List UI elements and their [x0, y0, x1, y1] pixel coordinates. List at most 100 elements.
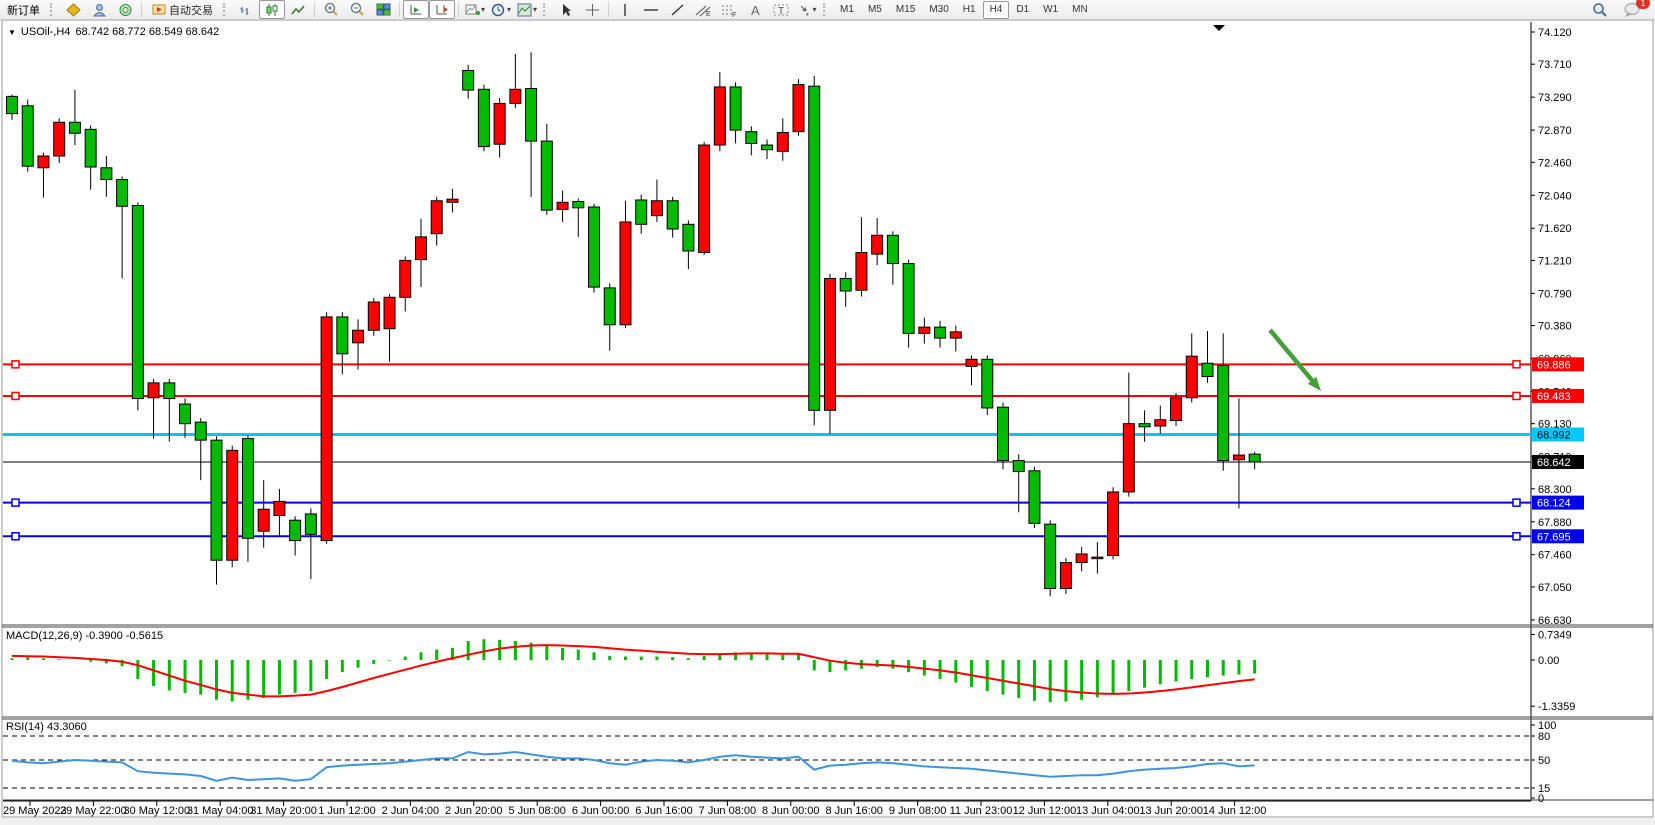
chart-shift-button[interactable] [429, 0, 455, 19]
signal-globe-icon [118, 3, 133, 17]
timeframe-m5-button[interactable]: M5 [867, 4, 882, 15]
cursor-arrow-icon [560, 3, 573, 17]
tile-windows-button[interactable] [370, 0, 396, 19]
trader-profile-button[interactable] [86, 0, 112, 19]
indicators-button[interactable]: ▾ [462, 0, 488, 19]
hline-handle[interactable] [1512, 360, 1521, 369]
fibonacci-button[interactable]: F [716, 0, 742, 19]
symbol-period-label: USOil-,H4 [20, 26, 71, 38]
vertical-line-button[interactable] [612, 0, 638, 19]
candlestick [320, 316, 333, 542]
candlestick [430, 200, 443, 235]
toolbar-grip [823, 3, 829, 16]
candlestick [1170, 397, 1183, 422]
zoom-in-button[interactable] [318, 0, 344, 19]
templates-button[interactable]: ▾ [514, 0, 540, 19]
notifications-button[interactable]: 1 [1619, 0, 1650, 19]
timeframe-d1-button[interactable]: D1 [1016, 4, 1030, 15]
hline-price-label: 68.992 [1537, 429, 1571, 441]
rsi-line [11, 750, 1255, 782]
time-tick-label: 31 May 20:00 [250, 805, 317, 817]
timeframe-m15-button[interactable]: M15 [895, 4, 916, 15]
timeframe-h4-button[interactable]: H4 [982, 0, 1010, 19]
dropdown-arrow-icon: ▾ [812, 5, 817, 14]
line-chart-button[interactable] [285, 0, 311, 19]
bottom-strip [0, 818, 1655, 825]
candlestick [525, 88, 538, 142]
timeframe-mn-button[interactable]: MN [1072, 4, 1088, 15]
toolbar-grip [50, 3, 56, 16]
price-tick-label: 66.630 [1538, 615, 1572, 627]
search-button[interactable] [1587, 0, 1613, 19]
candlestick [682, 223, 695, 252]
timeframe-h1-button[interactable]: H1 [962, 4, 976, 15]
cursor-button[interactable] [553, 0, 579, 19]
add-indicator-icon [465, 3, 480, 17]
clock-icon [491, 3, 506, 17]
chart-canvas[interactable]: 74.120 73.710 73.290 72.870 72.460 72.040 71.6… [0, 20, 1655, 818]
candlestick [289, 519, 302, 542]
price-tick-label: 67.050 [1538, 582, 1572, 594]
text-button[interactable]: A [742, 0, 768, 19]
hline-price-label: 69.483 [1537, 391, 1571, 403]
signals-button[interactable] [112, 0, 138, 19]
hline-handle[interactable] [11, 391, 20, 401]
hline-handle[interactable] [1512, 498, 1521, 507]
time-tick-label: 8 Jun 16:00 [825, 805, 883, 817]
auto-scroll-button[interactable] [403, 0, 429, 19]
candlestick [540, 140, 553, 211]
macd-tick-label: 0.00 [1538, 655, 1559, 667]
auto-trading-button[interactable]: 自动交易 [145, 0, 220, 19]
hline-price-label-bg [1532, 388, 1584, 403]
timeframe-m30-button[interactable]: M30 [929, 4, 949, 15]
periods-button[interactable]: ▾ [488, 0, 514, 19]
candlestick-chart-button[interactable] [259, 0, 285, 19]
price-tick-label: 72.460 [1538, 157, 1572, 169]
rsi-tick-label: 50 [1538, 755, 1550, 767]
hline-handle[interactable] [11, 360, 20, 369]
candlestick [839, 277, 852, 292]
timeframe-m1-button[interactable]: M1 [840, 4, 854, 15]
new-order-button[interactable]: 新订单 [0, 1, 47, 18]
zoom-out-button[interactable] [344, 0, 370, 19]
chart-window: 74.120 73.710 73.290 72.870 72.460 72.040 71.6… [0, 20, 1655, 818]
hline-handle[interactable] [1512, 532, 1521, 541]
candlestick [823, 277, 836, 411]
hline-price-label: 67.695 [1537, 531, 1571, 543]
candlestick [304, 513, 317, 535]
equidistant-channel-button[interactable]: E [690, 0, 716, 19]
candlestick [871, 234, 884, 255]
main-plot-area[interactable] [3, 22, 1531, 625]
candlestick [1012, 460, 1025, 473]
candlestick [163, 382, 176, 400]
chart-title[interactable]: ▼ USOil-,H4 68.742 68.772 68.549 68.642 [8, 26, 219, 38]
timeframe-w1-button[interactable]: W1 [1043, 4, 1059, 15]
hline-handle[interactable] [11, 498, 20, 507]
channel-icon: E [695, 3, 712, 17]
candlestick [68, 121, 81, 134]
candlestick [273, 500, 286, 516]
horizontal-line-button[interactable] [638, 0, 664, 19]
annotation-arrow-head[interactable] [1307, 376, 1321, 391]
styler-button[interactable] [60, 0, 86, 19]
dropdown-arrow-icon: ▾ [533, 5, 538, 14]
hline-handle[interactable] [1512, 391, 1521, 401]
time-tick-label: 2 Jun 20:00 [445, 805, 503, 817]
macd-plot-area[interactable] [3, 627, 1531, 717]
bar-chart-button[interactable] [233, 0, 259, 19]
hline-handle[interactable] [11, 532, 20, 541]
macd-tick-label: -1.3359 [1538, 701, 1575, 713]
macd-label: MACD(12,26,9) -0.3900 -0.5615 [6, 630, 164, 642]
price-axis[interactable] [1531, 22, 1655, 801]
candlestick [619, 221, 632, 326]
candlestick [241, 438, 254, 539]
trendline-button[interactable] [664, 0, 690, 19]
arrows-button[interactable]: ▾ [794, 0, 820, 19]
crosshair-button[interactable] [579, 0, 605, 19]
label-button[interactable]: T [768, 0, 794, 19]
candlestick [1154, 419, 1167, 427]
time-tick-label: 6 Jun 16:00 [635, 805, 693, 817]
annotation-arrow-line[interactable] [1268, 328, 1314, 382]
hline-price-label-bg [1532, 357, 1584, 372]
macd-tick-label: 0.7349 [1538, 630, 1572, 642]
